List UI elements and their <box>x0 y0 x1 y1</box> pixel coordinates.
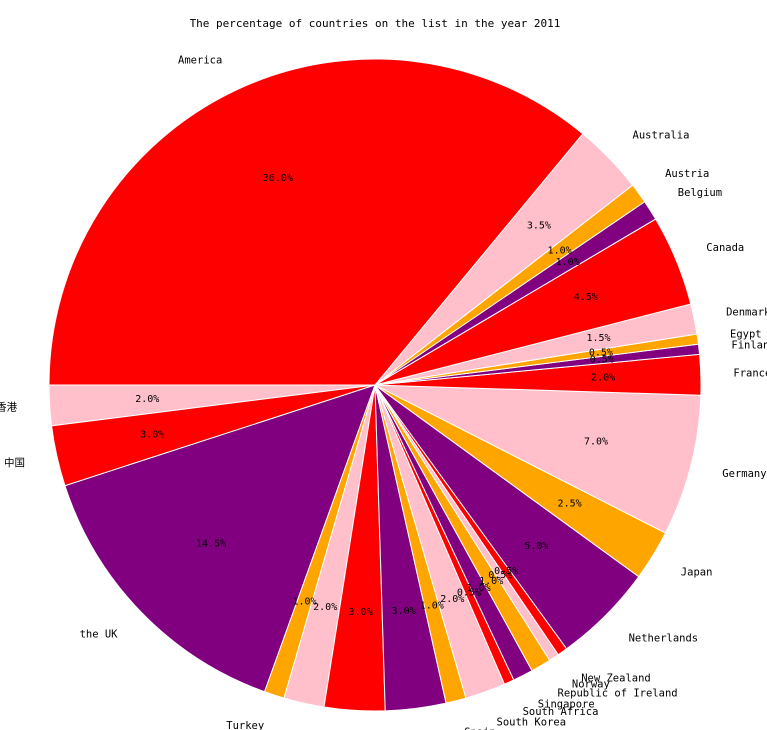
pie-slice <box>374 384 702 534</box>
slice-category-label: South Africa <box>523 706 599 718</box>
slice-percentage-label: 1.0% <box>292 597 316 608</box>
slice-percentage-label: 5.0% <box>524 541 548 552</box>
slice-category-label: Austria <box>665 168 709 180</box>
slice-category-label: 中国 <box>4 456 25 469</box>
slice-percentage-label: 1.0% <box>556 257 580 268</box>
category-labels: 中国香港中国the UKTurkeyTaiwanSwitzerlandSwede… <box>0 55 767 730</box>
slice-percentage-label: 2.0% <box>135 394 159 405</box>
slice-category-label: America <box>178 55 222 67</box>
slice-category-label: Egypt <box>730 329 762 341</box>
slice-category-label: Singapore <box>538 699 595 711</box>
slice-category-label: Turkey <box>226 720 264 730</box>
slice-percentage-label: 0.5% <box>494 566 518 577</box>
slice-percentage-label: 36.0% <box>263 173 293 184</box>
percentage-labels: 2.0%3.0%14.5%1.0%2.0% 3.0% 3.0% 1.0%2.0%0.5… <box>135 173 615 618</box>
slice-category-label: South Korea <box>497 716 567 728</box>
slice-category-label: Belgium <box>678 187 722 199</box>
slice-category-label: Germany <box>722 468 766 480</box>
slice-category-label: New Zealand <box>581 672 651 684</box>
slice-percentage-label: 3.0% <box>392 606 416 617</box>
slice-category-label: Republic of Ireland <box>558 688 678 700</box>
slice-percentage-label: 2.5% <box>558 499 582 510</box>
chart-title: The percentage of countries on the list … <box>190 17 561 30</box>
slice-percentage-label: 0.5% <box>589 347 613 358</box>
slice-category-label: France <box>733 368 767 380</box>
slice-percentage-label: 3.0% <box>349 607 373 618</box>
slice-percentage-label: 1.5% <box>586 333 610 344</box>
slice-percentage-label: 3.5% <box>527 221 551 232</box>
slice-percentage-label: 1.0% <box>479 576 503 587</box>
slice-percentage-label: 2.0% <box>440 594 464 605</box>
slice-percentage-label: 1.0% <box>467 583 491 594</box>
slice-percentage-label: 1.0% <box>420 601 444 612</box>
slice-percentage-label: 3.0% <box>140 429 164 440</box>
slice-percentage-label: 1.0% <box>548 245 572 256</box>
slice-category-label: Australia <box>633 129 690 141</box>
slice-percentage-label: 0.5% <box>488 570 512 581</box>
slice-category-label: Spain <box>464 726 496 730</box>
slice-category-label: Netherlands <box>629 633 699 645</box>
slice-percentage-label: 4.5% <box>574 292 598 303</box>
pie-slice <box>64 384 376 693</box>
slice-percentage-label: 0.5% <box>590 355 614 366</box>
slice-category-label: Denmark <box>726 306 767 318</box>
slice-percentage-label: 7.0% <box>584 436 608 447</box>
slice-category-label: the UK <box>80 629 119 641</box>
pie-slice <box>48 58 584 386</box>
slice-percentage-label: 2.0% <box>591 372 615 383</box>
slice-category-label: Finland <box>731 340 767 352</box>
slice-category-label: 中国香港 <box>0 401 18 414</box>
slice-percentage-label: 14.5% <box>196 538 226 549</box>
slice-category-label: Japan <box>681 566 713 578</box>
slice-percentage-label: 0.5% <box>457 588 481 599</box>
slice-category-label: Canada <box>706 242 744 254</box>
slice-percentage-label: 2.0% <box>313 602 337 613</box>
slice-category-label: Norway <box>572 679 610 691</box>
pie-slices <box>48 58 702 712</box>
